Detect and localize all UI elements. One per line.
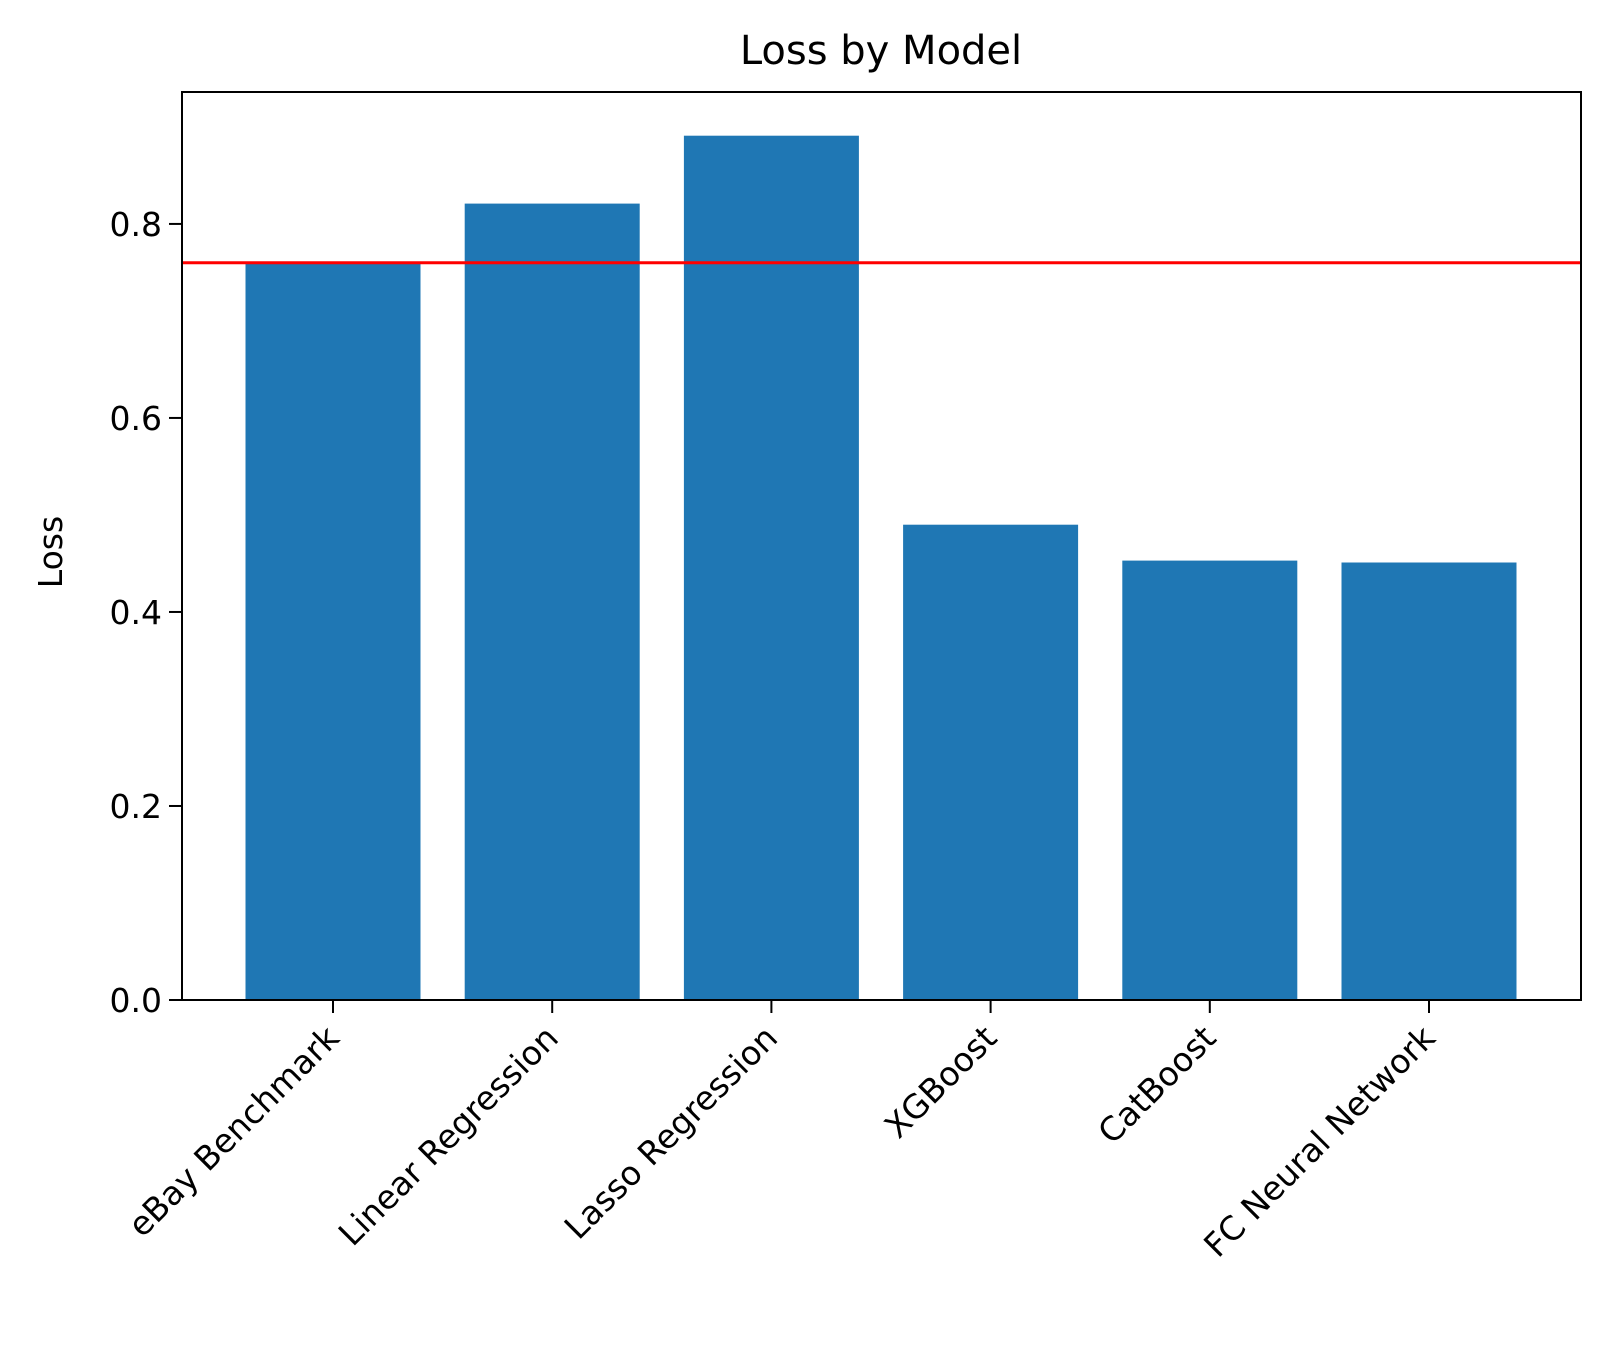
bar-xgboost: [903, 524, 1079, 1000]
bars-group: [245, 135, 1517, 1001]
bar-linear-regression: [464, 203, 640, 1001]
y-tick-label: 0.0: [110, 981, 162, 1020]
plot-frame: [181, 91, 1582, 1001]
y-axis-title: Loss: [31, 516, 70, 588]
bar-catboost: [1122, 560, 1298, 1000]
y-tick-label: 0.8: [110, 205, 162, 244]
y-tick-label: 0.4: [110, 593, 162, 632]
y-axis-ticks: 0.0 0.2 0.4 0.6 0.8: [110, 205, 182, 1020]
bar-ebay-benchmark: [245, 262, 421, 1000]
y-tick-label: 0.6: [110, 399, 162, 438]
bar-fc-neural-network: [1341, 562, 1517, 1000]
chart-title: Loss by Model: [740, 28, 1022, 74]
y-tick-label: 0.2: [110, 787, 162, 826]
bar-lasso-regression: [683, 135, 859, 1000]
